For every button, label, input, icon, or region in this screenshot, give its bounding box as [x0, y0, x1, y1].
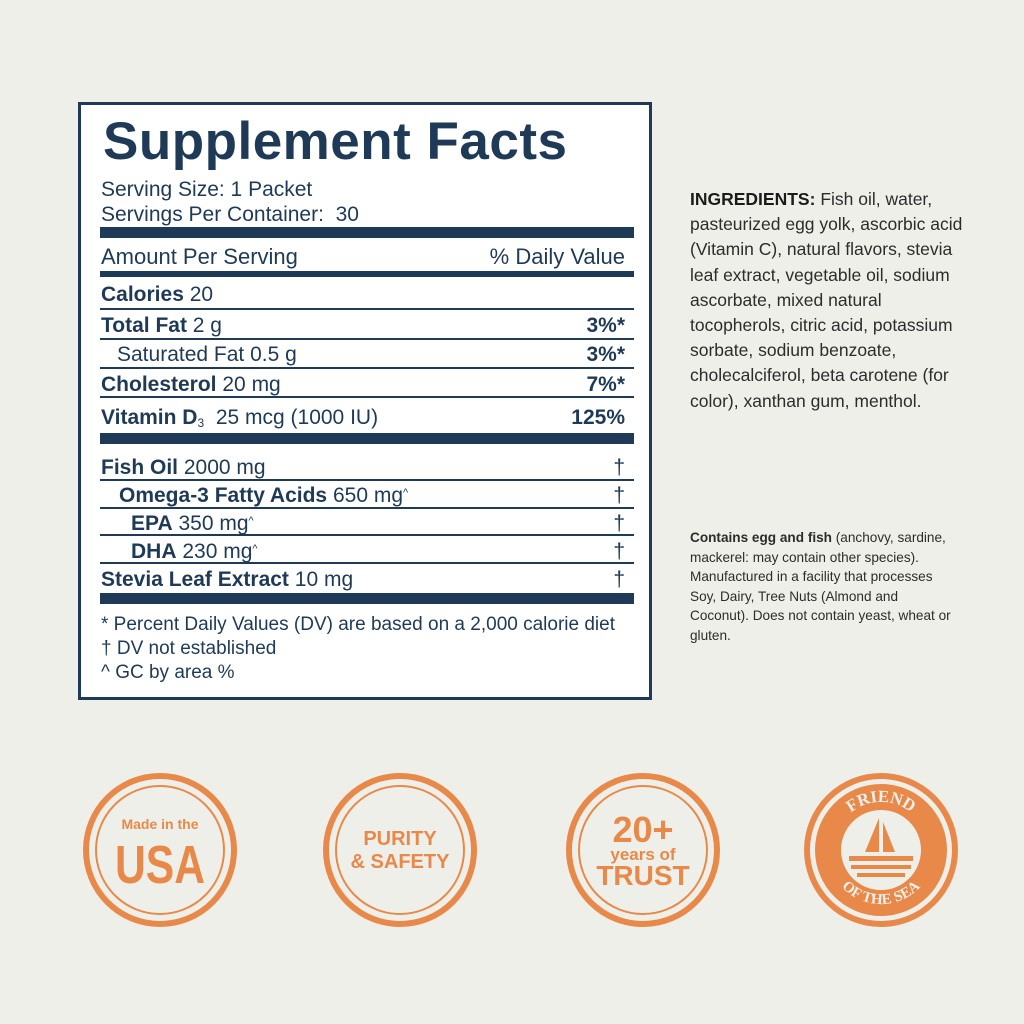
footnote: † DV not established — [101, 638, 277, 659]
footnote: ^ GC by area % — [101, 662, 235, 683]
nutrient-dv: 125% — [571, 406, 625, 429]
ingredient-name: Omega-3 Fatty Acids — [119, 484, 328, 507]
row-rule — [100, 479, 634, 481]
badge-text: USA — [115, 835, 205, 895]
nutrient-amount: 0.5 g — [250, 343, 297, 366]
nutrient-dv: 7%* — [586, 373, 625, 396]
ingredient-row: EPA 350 mg^ † — [101, 513, 625, 534]
sailboat-icon — [849, 818, 913, 877]
nutrient-amount: 20 mg — [222, 373, 281, 396]
nutrient-row: Cholesterol 20 mg 7%* — [101, 374, 625, 395]
row-rule — [100, 367, 634, 369]
ingredients-text: Fish oil, water, pasteurized egg yolk, a… — [690, 189, 963, 411]
allergen-statement: Contains egg and fish (anchovy, sardine,… — [690, 528, 960, 646]
supplement-facts-panel: Supplement Facts Serving Size: 1 Packet … — [78, 102, 652, 700]
allergen-label: Contains egg and fish — [690, 530, 832, 545]
ingredient-dv: † — [613, 540, 625, 563]
ingredient-name: Stevia Leaf Extract — [101, 568, 289, 591]
badge-text: TRUST — [596, 860, 689, 891]
amount-header: Amount Per Serving — [101, 244, 298, 269]
ingredient-mark: ^ — [403, 487, 409, 499]
ingredient-amount: 230 mg — [182, 540, 253, 563]
nutrient-row: Saturated Fat 0.5 g 3%* — [101, 344, 625, 365]
row-rule — [100, 534, 634, 536]
ingredient-row: DHA 230 mg^ † — [101, 541, 625, 562]
facts-title: Supplement Facts — [103, 112, 568, 171]
friend-of-the-sea-badge: FRIEND OF THE SEA — [804, 773, 958, 927]
servings-per-container: Servings Per Container: 30 — [101, 203, 359, 226]
ingredient-name: DHA — [131, 540, 177, 563]
ingredient-name: EPA — [131, 512, 173, 535]
ingredient-row: Stevia Leaf Extract 10 mg † — [101, 569, 625, 590]
row-rule — [100, 507, 634, 509]
nutrient-row: Total Fat 2 g 3%* — [101, 315, 625, 336]
nutrient-name: Total Fat — [101, 314, 187, 337]
amount-header-row: Amount Per Serving % Daily Value — [101, 246, 625, 268]
ingredient-dv: † — [613, 512, 625, 535]
nutrient-row: Vitamin D3 25 mcg (1000 IU) 125% — [101, 407, 625, 429]
years-of-trust-badge: 20+ years of TRUST — [566, 773, 720, 927]
serving-size: Serving Size: 1 Packet — [101, 178, 313, 201]
divider-bar — [100, 593, 634, 604]
ingredient-row: Fish Oil 2000 mg † — [101, 457, 625, 478]
ingredient-amount: 350 mg — [178, 512, 249, 535]
nutrient-name: Calories — [101, 283, 184, 306]
nutrient-name: Cholesterol — [101, 373, 217, 396]
ingredient-row: Omega-3 Fatty Acids 650 mg^ † — [101, 485, 625, 506]
nutrient-amount: 20 — [189, 283, 214, 306]
badge-text: Made in the — [121, 816, 198, 832]
row-rule — [100, 562, 634, 564]
ingredient-dv: † — [613, 484, 625, 507]
ingredient-amount: 2000 mg — [183, 456, 266, 479]
divider-bar — [100, 227, 634, 238]
badge-text: PURITY — [363, 828, 437, 850]
nutrient-row: Calories 20 — [101, 284, 625, 305]
divider-bar — [100, 433, 634, 444]
row-rule — [100, 338, 634, 340]
ingredient-dv: † — [613, 456, 625, 479]
ingredient-mark: ^ — [248, 515, 254, 527]
ingredient-amount: 650 mg — [332, 484, 404, 507]
nutrient-name: Vitamin D — [101, 406, 198, 429]
ingredients-list: INGREDIENTS: Fish oil, water, pasteurize… — [690, 187, 980, 414]
allergen-text: (anchovy, sardine, mackerel: may contain… — [690, 530, 951, 643]
badge-text: years of — [610, 845, 676, 864]
badge-text: & SAFETY — [351, 851, 451, 873]
nutrient-amount: 2 g — [192, 314, 222, 337]
purity-safety-badge: PURITY & SAFETY — [323, 773, 477, 927]
nutrient-name: Saturated Fat — [117, 343, 245, 366]
ingredient-amount: 10 mg — [294, 568, 354, 591]
divider-bar — [100, 271, 634, 277]
ingredient-mark: ^ — [252, 543, 258, 555]
made-in-usa-badge: Made in the USA — [83, 773, 237, 927]
nutrient-subscript: 3 — [197, 416, 205, 430]
nutrient-dv: 3%* — [586, 343, 625, 366]
nutrient-dv: 3%* — [586, 314, 625, 337]
ingredient-dv: † — [613, 568, 625, 591]
row-rule — [100, 308, 634, 310]
ingredients-label: INGREDIENTS: — [690, 189, 816, 209]
nutrient-amount: 25 mcg (1000 IU) — [215, 406, 379, 429]
row-rule — [100, 396, 634, 398]
badge-text: 20+ — [612, 809, 673, 850]
ingredient-name: Fish Oil — [101, 456, 179, 479]
footnote: * Percent Daily Values (DV) are based on… — [101, 614, 615, 635]
dv-header: % Daily Value — [489, 244, 625, 269]
